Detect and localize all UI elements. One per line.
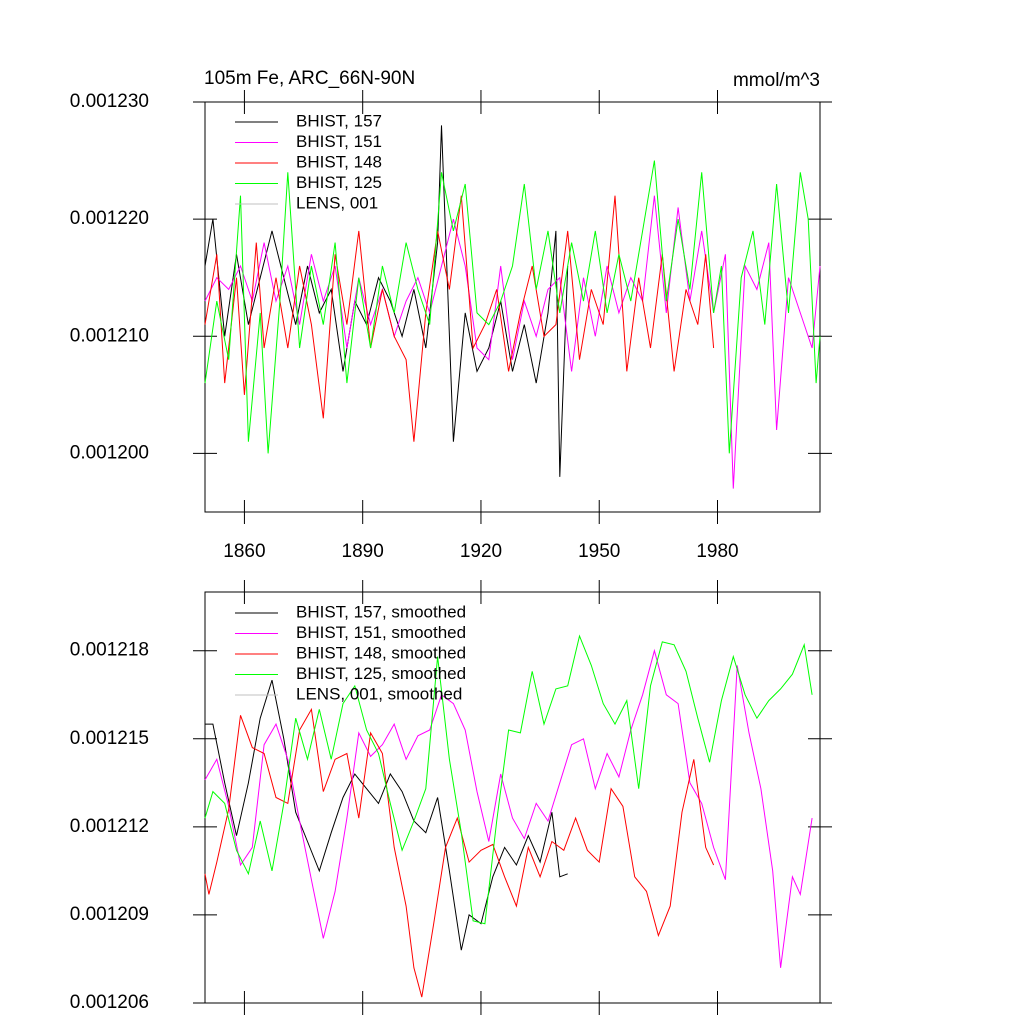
legend-label: LENS, 001 — [296, 193, 378, 212]
x-tick-label: 1860 — [223, 541, 265, 562]
plot-frame — [204, 591, 821, 1004]
legend-label: BHIST, 157 — [296, 111, 382, 130]
y-tick-label: 0.001206 — [70, 992, 149, 1013]
x-tick-label: 1920 — [460, 541, 502, 562]
y-tick-label: 0.001200 — [70, 442, 149, 463]
plot-frame — [204, 101, 821, 513]
x-tick-label: 1890 — [342, 541, 384, 562]
legend-label: BHIST, 148, smoothed — [296, 643, 466, 662]
series-line — [205, 679, 568, 951]
x-tick-label: 1950 — [578, 541, 620, 562]
legend-label: BHIST, 125, smoothed — [296, 664, 466, 683]
legend-label: BHIST, 151 — [296, 132, 382, 151]
legend-label: BHIST, 148 — [296, 152, 382, 171]
series-line — [204, 195, 715, 442]
x-tick-label: 1980 — [696, 541, 738, 562]
units-label: mmol/m^3 — [733, 70, 820, 91]
series-line — [204, 648, 813, 968]
y-tick-label: 0.001210 — [70, 325, 149, 346]
series-line — [204, 634, 813, 925]
y-tick-label: 0.001209 — [70, 904, 149, 925]
series-line — [204, 160, 821, 454]
y-tick-label: 0.001212 — [70, 816, 149, 837]
legend-label: LENS, 001, smoothed — [296, 684, 462, 703]
series-line — [204, 125, 569, 477]
y-tick-label: 0.001215 — [70, 728, 149, 749]
y-tick-label: 0.001220 — [70, 208, 149, 229]
series-line — [204, 707, 715, 998]
legend-label: BHIST, 125 — [296, 173, 382, 192]
chart-title: 105m Fe, ARC_66N-90N — [204, 68, 415, 89]
y-tick-label: 0.001218 — [70, 640, 149, 661]
series-line — [204, 195, 821, 489]
legend-label: BHIST, 157, smoothed — [296, 602, 466, 621]
legend-label: BHIST, 151, smoothed — [296, 623, 466, 642]
y-tick-label: 0.001230 — [70, 91, 149, 112]
